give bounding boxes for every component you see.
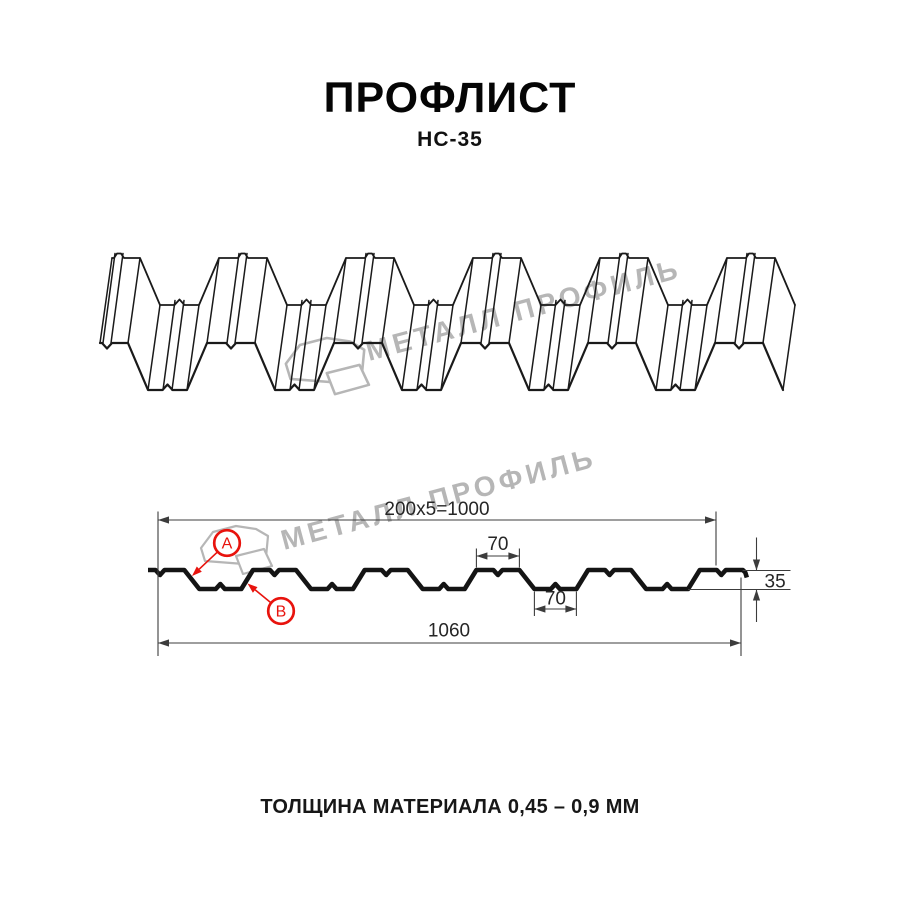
sheet-3d-view: [98, 252, 796, 392]
profile-model-subtitle: НС-35: [417, 128, 483, 151]
dim-label-overall-width: 1060: [428, 621, 470, 642]
thickness-note: ТОЛЩИНА МАТЕРИАЛА 0,45 – 0,9 ММ: [260, 796, 640, 818]
callout-b: B: [247, 583, 296, 626]
dim-label-valley-width: 70: [545, 589, 566, 610]
watermark-brand-text: МЕТАЛЛ ПРОФИЛЬ: [363, 253, 685, 367]
callout-a-label: A: [222, 536, 233, 553]
dim-label-crest-width: 70: [487, 534, 508, 555]
section-profile-outline: [148, 567, 750, 592]
dimension-lines: [157, 511, 791, 656]
callout-a: A: [192, 528, 242, 576]
sheet-far-edge: [111, 252, 796, 306]
section-diagram: 200x5=1000 1060 70 70 35 A B: [148, 499, 791, 656]
sheet-near-edge: [98, 341, 785, 392]
dim-label-height: 35: [765, 572, 786, 593]
sheet-rib-edges: [99, 252, 796, 391]
page-title: ПРОФЛИСТ: [323, 74, 577, 122]
dim-label-top-pitch: 200x5=1000: [384, 499, 489, 520]
callout-b-label: B: [276, 604, 287, 621]
